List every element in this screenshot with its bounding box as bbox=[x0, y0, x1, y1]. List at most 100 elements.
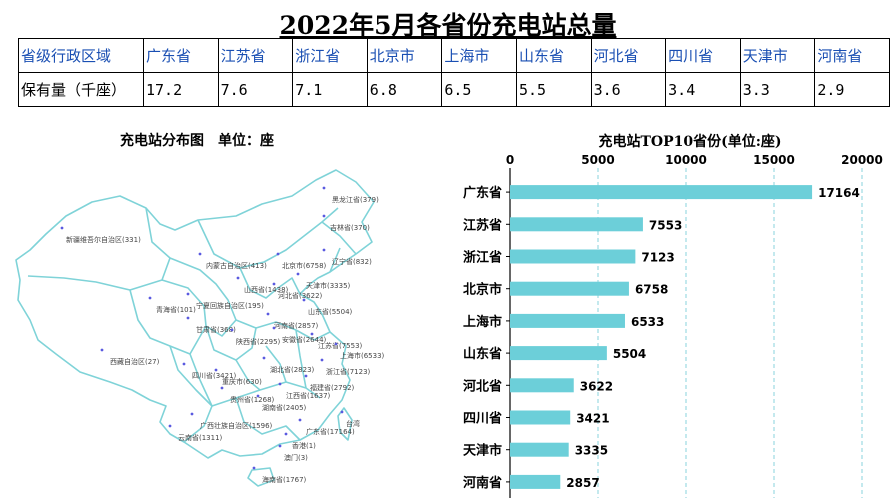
map-label: 重庆市(630) bbox=[222, 377, 262, 386]
summary-value-cell: 3.4 bbox=[665, 72, 741, 107]
map-border-central bbox=[235, 319, 331, 341]
map-label: 黑龙江省(379) bbox=[332, 195, 379, 204]
map-point bbox=[262, 356, 266, 360]
summary-header-cell: 河南省 bbox=[814, 38, 890, 73]
map-border-xinjiang bbox=[27, 207, 171, 291]
bar bbox=[510, 474, 561, 489]
map-unit: 单位：座 bbox=[218, 133, 274, 149]
top10-bar-chart: 充电站TOP10省份(单位:座) 0 5000 10000 15000 20000 广东… bbox=[463, 133, 883, 498]
summary-header-cell: 广东省 bbox=[143, 38, 219, 73]
summary-header-cell: 浙江省 bbox=[292, 38, 368, 73]
category-label: 广东省 bbox=[463, 185, 502, 201]
map-point bbox=[266, 312, 270, 316]
map-border-gansu bbox=[169, 257, 237, 337]
map-point bbox=[60, 226, 64, 230]
x-tick-label: 5000 bbox=[581, 153, 614, 167]
category-label: 河北省 bbox=[463, 378, 502, 394]
map-point bbox=[100, 348, 104, 352]
map-border-qinghai bbox=[161, 279, 207, 355]
map-point bbox=[320, 358, 324, 362]
map-point bbox=[168, 424, 172, 428]
map-label: 天津市(3335) bbox=[306, 281, 351, 290]
map-point bbox=[220, 386, 224, 390]
map-label: 江西省(1637) bbox=[286, 391, 331, 400]
map-label: 上海市(6533) bbox=[340, 351, 385, 360]
summary-header-cell: 四川省 bbox=[665, 38, 741, 73]
category-label: 北京市 bbox=[463, 282, 502, 298]
summary-header-cell: 北京市 bbox=[366, 38, 443, 73]
data-label: 6533 bbox=[631, 315, 664, 329]
map-border-yunnan bbox=[169, 345, 213, 443]
x-tick-label: 20000 bbox=[841, 153, 883, 167]
summary-value-cell: 6.5 bbox=[441, 72, 517, 107]
map-border-south bbox=[211, 381, 321, 407]
map-label: 山西省(1438) bbox=[244, 285, 289, 294]
map-label: 甘肃省(368) bbox=[196, 325, 236, 334]
map-label: 福建省(2792) bbox=[310, 383, 355, 392]
data-label: 7553 bbox=[649, 218, 682, 232]
summary-header-cell: 江苏省 bbox=[217, 38, 294, 73]
map-label: 辽宁省(832) bbox=[332, 257, 372, 266]
map-point bbox=[340, 410, 344, 414]
summary-value-cell: 17.2 bbox=[143, 72, 219, 107]
map-label: 广东省(17164) bbox=[306, 427, 355, 436]
chart-title: 充电站TOP10省份(单位:座) bbox=[598, 133, 781, 150]
map-label: 四川省(3421) bbox=[192, 371, 237, 380]
map-border-guangxi bbox=[235, 397, 301, 441]
map-label: 台湾 bbox=[346, 419, 360, 428]
map-label: 内蒙古自治区(413) bbox=[206, 261, 267, 270]
data-label: 3421 bbox=[576, 412, 609, 426]
bar bbox=[510, 346, 607, 361]
map-point bbox=[298, 418, 302, 422]
bar bbox=[510, 378, 574, 393]
summary-header-cell: 河北省 bbox=[590, 38, 667, 73]
data-label: 6758 bbox=[635, 283, 668, 297]
map-point bbox=[334, 342, 338, 346]
map-label: 香港(1) bbox=[292, 441, 316, 450]
category-label: 天津市 bbox=[463, 443, 502, 459]
category-label: 河南省 bbox=[463, 475, 502, 491]
map-label: 北京市(6758) bbox=[282, 261, 327, 270]
map-point bbox=[272, 326, 276, 330]
bar bbox=[510, 281, 629, 296]
bar bbox=[510, 185, 813, 200]
map-label: 江苏省(7553) bbox=[318, 341, 363, 350]
map-point bbox=[322, 214, 326, 218]
data-label: 3335 bbox=[575, 444, 608, 458]
summary-value-cell: 3.3 bbox=[739, 72, 816, 107]
summary-value-cell: 7.6 bbox=[217, 72, 294, 107]
summary-value-cell: 5.5 bbox=[515, 72, 592, 107]
summary-header-label: 省级行政区域 bbox=[18, 38, 144, 73]
category-label: 山东省 bbox=[463, 346, 502, 362]
map-border-neimenggu bbox=[197, 207, 339, 269]
map-point bbox=[256, 394, 260, 398]
map-hainan bbox=[247, 467, 275, 487]
summary-value-label: 保有量（千座） bbox=[18, 72, 144, 107]
summary-header-cell: 天津市 bbox=[739, 38, 816, 73]
summary-header-cell: 山东省 bbox=[515, 38, 592, 73]
map-label: 澳门(3) bbox=[284, 453, 308, 462]
map-label: 新疆维吾尔自治区(331) bbox=[66, 235, 141, 244]
map-label: 青海省(101) bbox=[156, 305, 196, 314]
map-label: 陕西省(2295) bbox=[236, 337, 281, 346]
map-label: 广西壮族自治区(1596) bbox=[200, 421, 273, 430]
summary-value-cell: 7.1 bbox=[292, 72, 368, 107]
map-label: 吉林省(370) bbox=[330, 223, 370, 232]
map-point bbox=[186, 292, 190, 296]
summary-value-cell: 2.9 bbox=[814, 72, 890, 107]
bar bbox=[510, 217, 643, 232]
data-label: 17164 bbox=[818, 186, 860, 200]
map-point bbox=[284, 432, 288, 436]
bar bbox=[510, 249, 636, 264]
map-point bbox=[322, 248, 326, 252]
summary-value-cell: 3.6 bbox=[590, 72, 667, 107]
map-label: 浙江省(7123) bbox=[326, 367, 371, 376]
x-tick-label: 0 bbox=[506, 153, 514, 167]
map-point bbox=[278, 444, 282, 448]
map-point bbox=[236, 276, 240, 280]
map-label: 贵州省(1268) bbox=[230, 395, 275, 404]
map-label: 海南省(1767) bbox=[262, 475, 307, 484]
map-point bbox=[182, 362, 186, 366]
map-label: 西藏自治区(27) bbox=[110, 357, 160, 366]
map-label: 湖北省(2823) bbox=[270, 365, 315, 374]
